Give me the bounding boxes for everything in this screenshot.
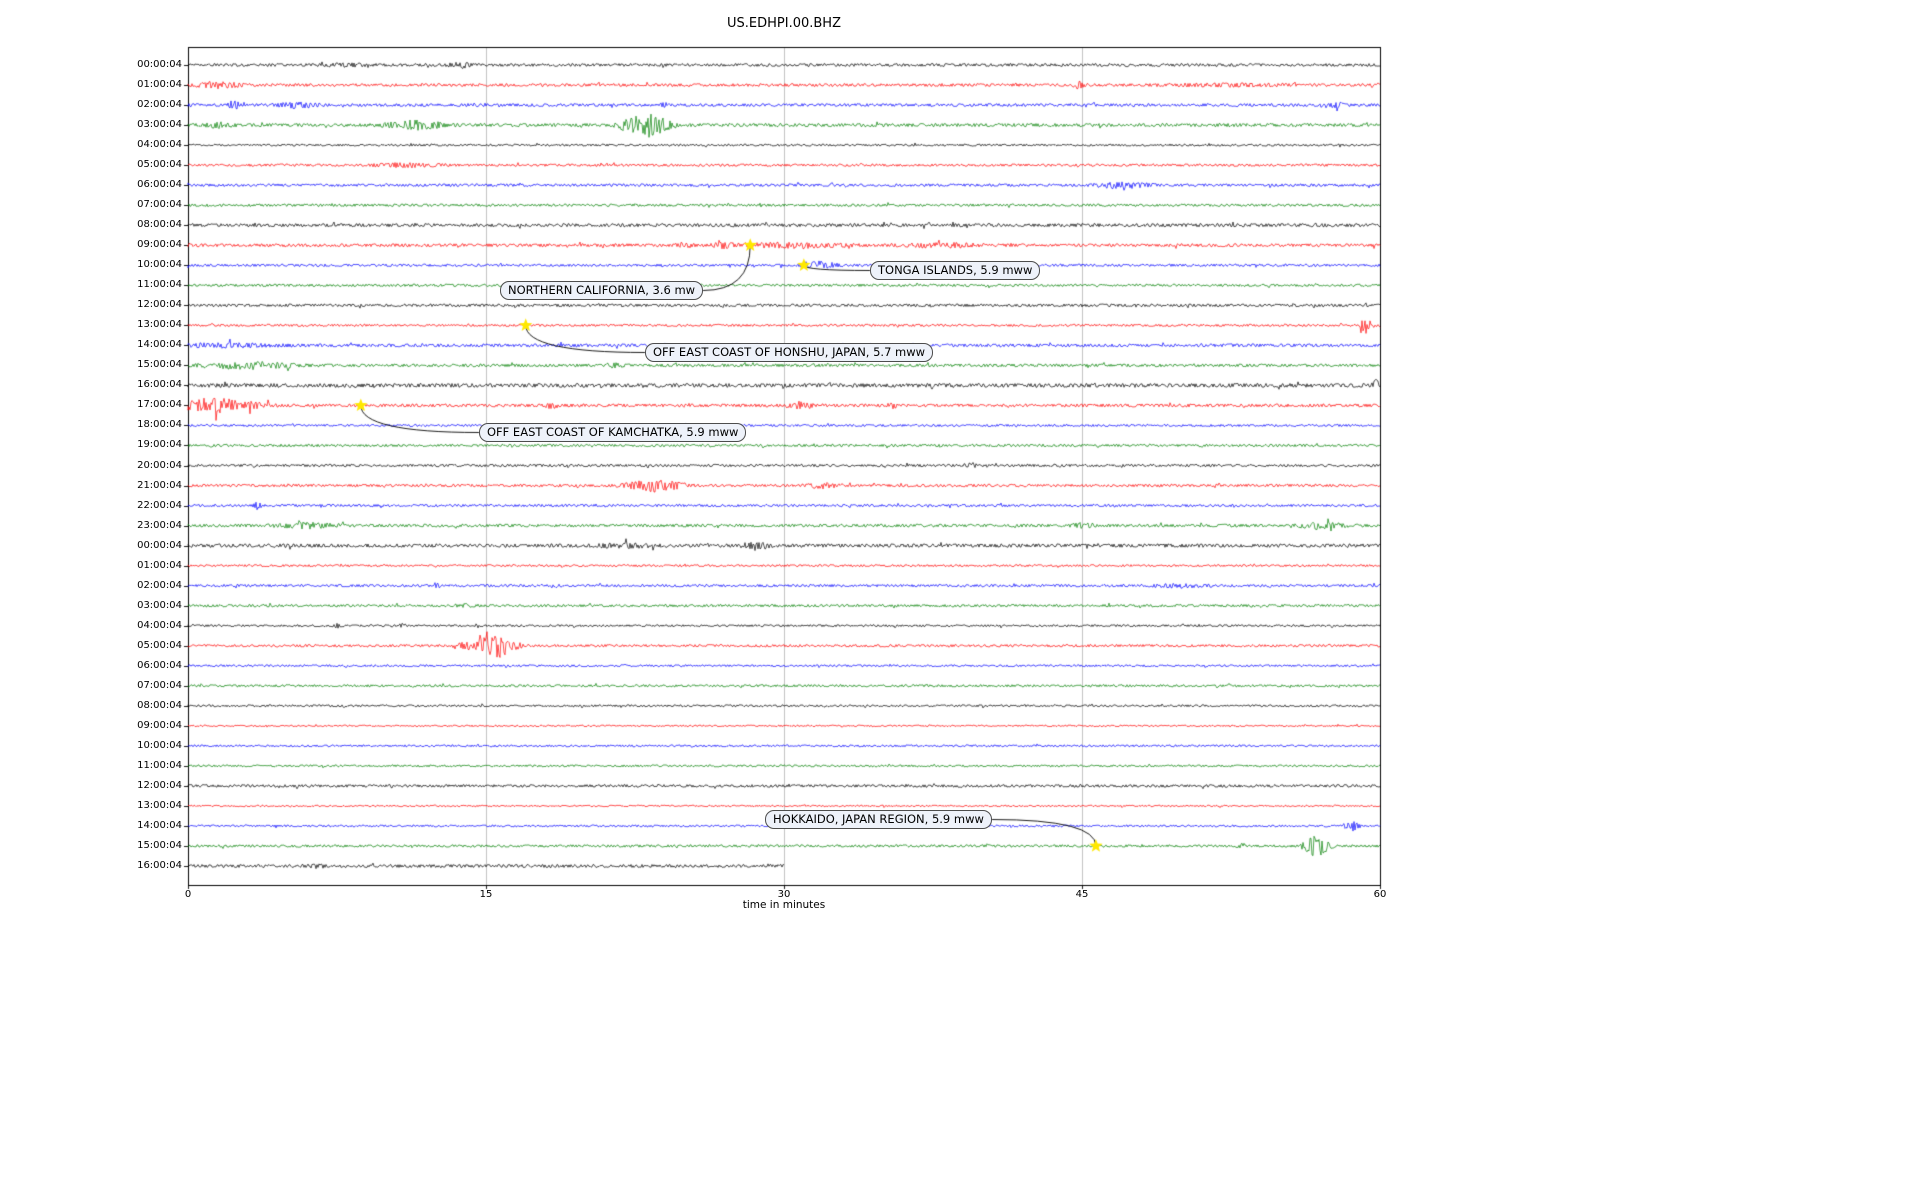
row-time-label: 12:00:04 [137, 779, 182, 791]
row-time-label: 14:00:04 [137, 819, 182, 831]
event-label: NORTHERN CALIFORNIA, 3.6 mw [500, 281, 704, 300]
row-time-label: 06:00:04 [137, 179, 182, 191]
row-time-label: 10:00:04 [137, 739, 182, 751]
row-time-label: 00:00:04 [137, 539, 182, 551]
x-axis-title: time in minutes [742, 899, 826, 911]
row-time-label: 19:00:04 [137, 439, 182, 451]
event-label: TONGA ISLANDS, 5.9 mww [870, 261, 1041, 280]
row-time-label: 11:00:04 [137, 279, 182, 291]
row-time-label: 10:00:04 [137, 259, 182, 271]
row-time-label: 01:00:04 [137, 559, 182, 571]
row-time-label: 07:00:04 [137, 679, 182, 691]
x-tick-label: 30 [777, 889, 791, 900]
x-tick-label: 15 [479, 889, 493, 900]
row-time-label: 04:00:04 [137, 139, 182, 151]
row-time-label: 05:00:04 [137, 159, 182, 171]
row-time-label: 18:00:04 [137, 419, 182, 431]
row-time-label: 09:00:04 [137, 719, 182, 731]
row-time-label: 15:00:04 [137, 839, 182, 851]
row-time-label: 04:00:04 [137, 619, 182, 631]
row-time-label: 02:00:04 [137, 579, 182, 591]
row-time-label: 12:00:04 [137, 299, 182, 311]
row-time-label: 06:00:04 [137, 659, 182, 671]
x-tick-label: 45 [1075, 889, 1089, 900]
x-tick-label: 0 [184, 889, 192, 900]
row-time-label: 01:00:04 [137, 79, 182, 91]
row-time-label: 17:00:04 [137, 399, 182, 411]
row-time-label: 02:00:04 [137, 99, 182, 111]
row-time-label: 11:00:04 [137, 759, 182, 771]
row-time-label: 16:00:04 [137, 379, 182, 391]
row-time-label: 13:00:04 [137, 319, 182, 331]
x-tick-label: 60 [1373, 889, 1387, 900]
row-time-label: 21:00:04 [137, 479, 182, 491]
event-label: OFF EAST COAST OF KAMCHATKA, 5.9 mww [479, 423, 747, 442]
row-time-label: 20:00:04 [137, 459, 182, 471]
row-time-label: 15:00:04 [137, 359, 182, 371]
row-time-label: 13:00:04 [137, 799, 182, 811]
row-time-label: 08:00:04 [137, 219, 182, 231]
row-time-label: 23:00:04 [137, 519, 182, 531]
row-time-label: 07:00:04 [137, 199, 182, 211]
event-label: OFF EAST COAST OF HONSHU, JAPAN, 5.7 mww [645, 343, 934, 362]
row-time-label: 03:00:04 [137, 599, 182, 611]
row-time-label: 05:00:04 [137, 639, 182, 651]
row-time-label: 00:00:04 [137, 59, 182, 70]
row-time-label: 09:00:04 [137, 239, 182, 251]
row-time-label: 16:00:04 [137, 860, 182, 871]
row-time-label: 14:00:04 [137, 339, 182, 351]
row-time-label: 22:00:04 [137, 499, 182, 511]
row-time-label: 08:00:04 [137, 699, 182, 711]
row-time-label: 03:00:04 [137, 119, 182, 131]
event-label: HOKKAIDO, JAPAN REGION, 5.9 mww [765, 810, 992, 829]
